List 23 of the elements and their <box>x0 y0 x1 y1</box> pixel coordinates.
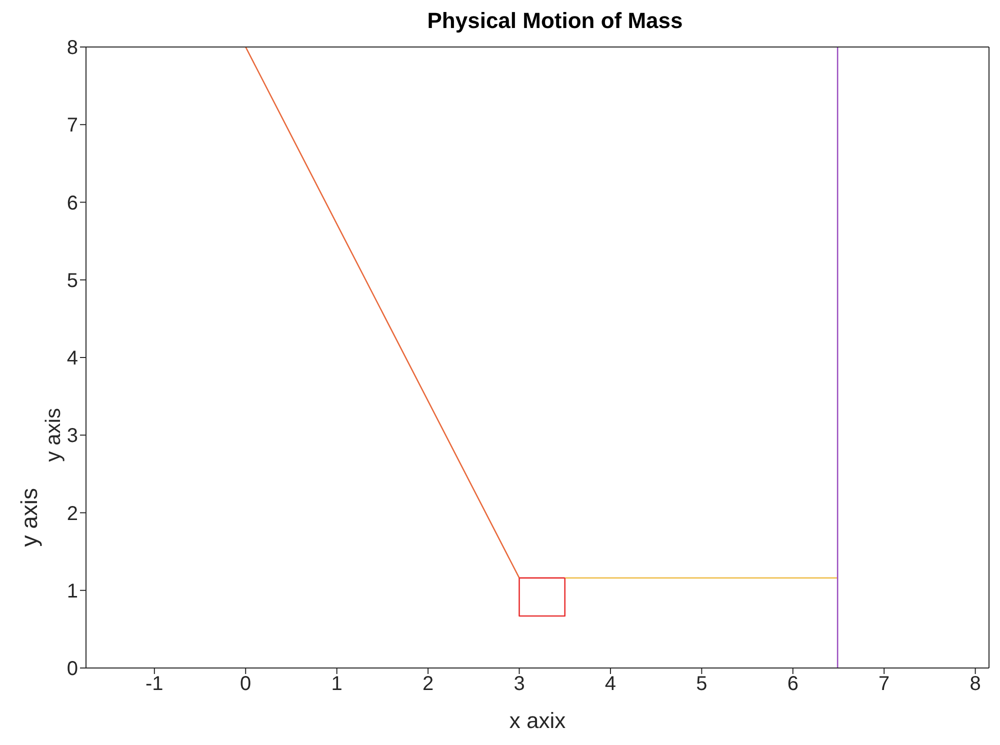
x-tick-label: 6 <box>787 673 798 696</box>
x-tick-label: 1 <box>331 673 342 696</box>
x-axis-title: x axix <box>509 708 566 733</box>
y-tick-label: 2 <box>66 502 78 525</box>
x-tick-label: 8 <box>970 673 981 696</box>
x-tick-label: 0 <box>240 673 252 696</box>
x-tick-label: -1 <box>146 673 164 696</box>
chart-title: Physical Motion of Mass <box>426 8 684 35</box>
y-tick-label: 4 <box>66 348 78 370</box>
x-tick-label: 3 <box>514 673 525 696</box>
y-tick-label: 7 <box>66 114 78 137</box>
y-tick-label: 3 <box>66 425 78 448</box>
y-axis-title: y axis <box>16 488 43 547</box>
y-tick-label: 5 <box>66 270 78 292</box>
x-tick-label: 7 <box>878 673 890 696</box>
x-tick-label: 2 <box>422 673 434 696</box>
x-tick-label: 5 <box>696 673 708 696</box>
y-tick-label: 0 <box>66 658 78 680</box>
y-tick-label: 1 <box>66 580 78 602</box>
x-tick-label: 4 <box>604 673 616 696</box>
y-tick-label: 8 <box>66 37 78 60</box>
text: y axis <box>42 408 66 462</box>
y-tick-label: 6 <box>66 192 78 214</box>
